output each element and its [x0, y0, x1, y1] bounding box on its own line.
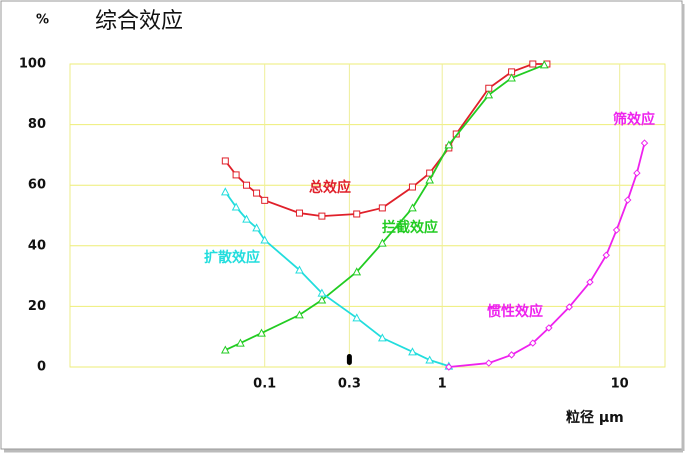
marker [602, 251, 610, 259]
marker [640, 139, 649, 147]
x-tick-label: 10 [611, 377, 629, 392]
marker [221, 157, 229, 165]
series-label: 总效应 [309, 179, 351, 196]
series-label: 惯性效应 [487, 303, 543, 320]
marker [295, 310, 304, 319]
marker [231, 202, 241, 211]
marker [529, 339, 537, 347]
marker [545, 324, 553, 332]
series-label: 扩散效应 [204, 249, 260, 266]
marker [220, 187, 230, 196]
marker [352, 267, 362, 276]
y-tick-label: 60 [28, 178, 46, 193]
y-tick-label: 40 [28, 238, 46, 253]
x-tick-mark [346, 354, 352, 365]
marker [633, 169, 641, 177]
marker [408, 347, 417, 356]
marker [408, 183, 416, 191]
marker [220, 345, 230, 354]
marker [318, 212, 326, 220]
marker [242, 214, 251, 223]
marker [253, 189, 261, 197]
series-line [448, 142, 646, 368]
x-axis-label: 粒径 μm [566, 409, 624, 426]
marker [485, 359, 493, 367]
marker [378, 204, 386, 212]
marker [507, 351, 516, 359]
marker [444, 140, 454, 149]
marker [485, 84, 493, 92]
marker [425, 355, 435, 364]
y-axis-label: % [36, 13, 49, 28]
marker [260, 235, 270, 244]
marker [295, 209, 303, 217]
x-tick-label: 1 [438, 377, 447, 392]
marker [377, 238, 387, 247]
marker [243, 181, 251, 189]
y-tick-label: 80 [28, 117, 46, 132]
marker [539, 60, 549, 69]
marker [612, 226, 621, 234]
marker [353, 210, 361, 218]
annotation: 筛效应 [613, 111, 655, 128]
marker [257, 328, 266, 337]
x-tick-label: 0.1 [253, 377, 276, 392]
marker [252, 223, 261, 232]
marker [624, 196, 632, 204]
marker [565, 303, 573, 311]
marker [484, 90, 494, 99]
marker [232, 171, 240, 179]
marker [529, 60, 537, 68]
marker [295, 265, 304, 274]
marker [377, 333, 387, 342]
y-tick-label: 0 [37, 360, 46, 375]
plot-area [69, 63, 666, 368]
marker [445, 363, 453, 371]
marker [586, 278, 594, 286]
marker [352, 313, 362, 322]
marker [425, 175, 435, 184]
marker [507, 73, 516, 82]
marker [236, 338, 245, 347]
x-tick-label: 0.3 [338, 377, 361, 392]
y-tick-label: 100 [19, 57, 46, 72]
marker [317, 288, 327, 297]
chart-title: 综合效应 [95, 9, 183, 34]
series-label: 拦截效应 [382, 219, 438, 236]
marker [317, 295, 327, 304]
marker [261, 196, 269, 204]
y-tick-label: 20 [28, 299, 46, 314]
marker [408, 203, 417, 212]
